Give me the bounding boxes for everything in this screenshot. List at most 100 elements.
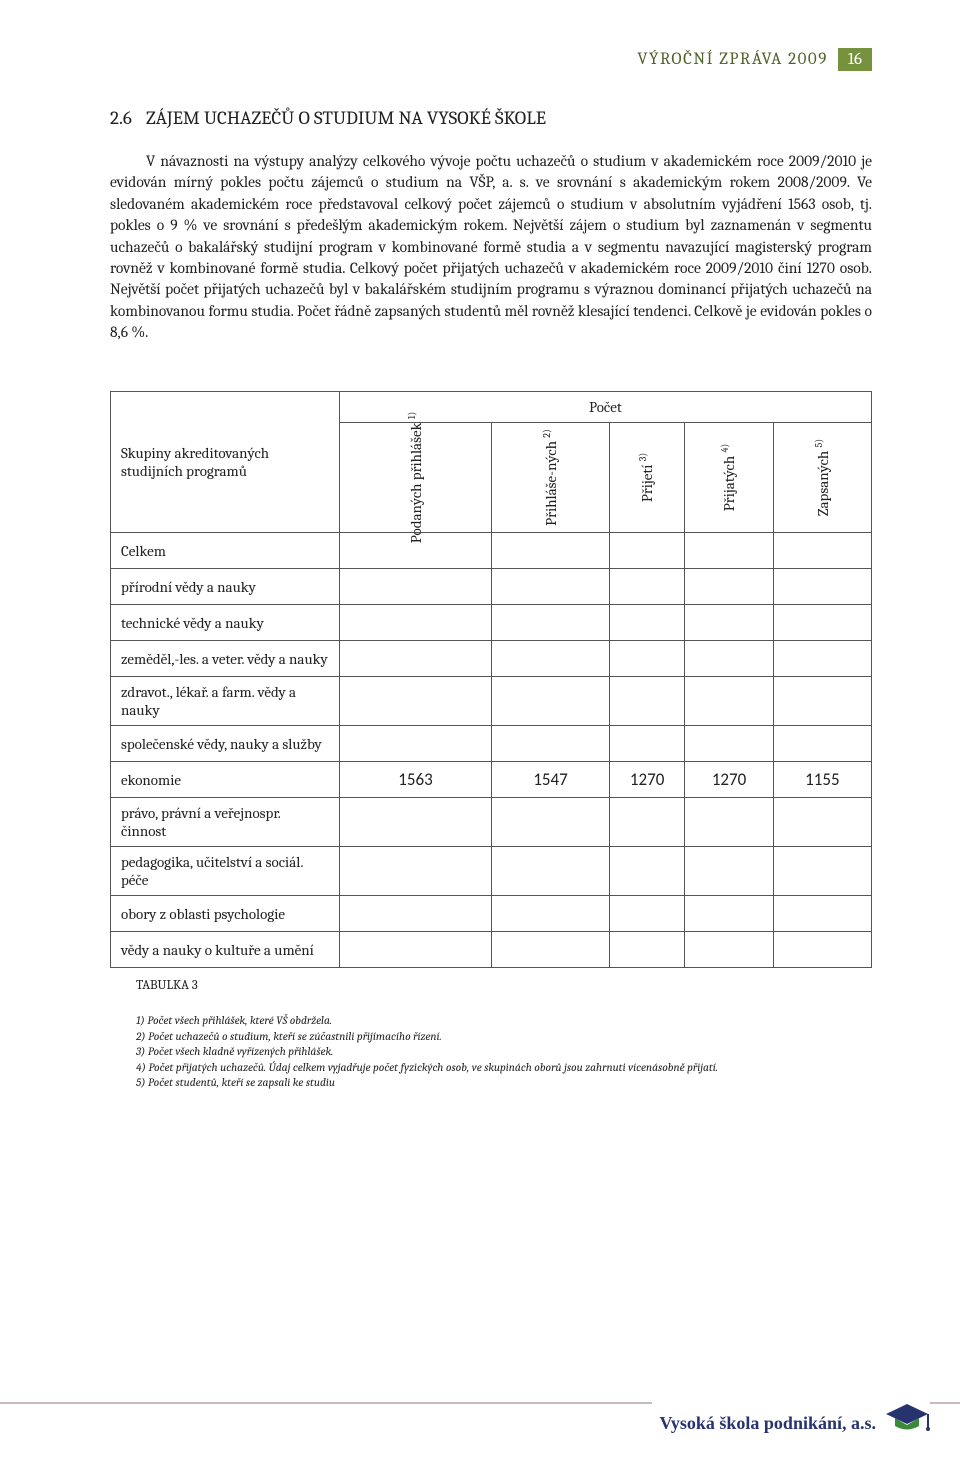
- cell-value: [339, 726, 491, 762]
- table-caption: TABULKA 3: [110, 978, 872, 993]
- table-row: ekonomie15631547127012701155: [111, 762, 872, 798]
- cell-value: 1547: [492, 762, 610, 798]
- cell-value: [685, 533, 773, 569]
- cell-value: [685, 847, 773, 896]
- table-row: společenské vědy, nauky a služby: [111, 726, 872, 762]
- cell-value: [685, 605, 773, 641]
- running-head: VÝROČNÍ ZPRÁVA 2009 16: [110, 48, 872, 71]
- cell-value: [773, 798, 871, 847]
- cell-value: [492, 798, 610, 847]
- cell-value: [609, 847, 684, 896]
- graduation-cap-icon: [884, 1402, 930, 1434]
- footnote-line: 2) Počet uchazečů o studium, kteří se zú…: [136, 1029, 872, 1045]
- cell-value: 1563: [339, 762, 491, 798]
- table-row: Celkem: [111, 533, 872, 569]
- cell-value: [609, 798, 684, 847]
- cell-value: [339, 896, 491, 932]
- table-row: obory z oblasti psychologie: [111, 896, 872, 932]
- row-label: Celkem: [111, 533, 340, 569]
- cell-value: [492, 569, 610, 605]
- page-number-box: 16: [838, 48, 872, 71]
- cell-value: [773, 569, 871, 605]
- cell-value: [492, 847, 610, 896]
- cell-value: [685, 641, 773, 677]
- column-header-sup: 3): [638, 453, 650, 461]
- footnote-line: 1) Počet všech přihlášek, které VŠ obdrž…: [136, 1013, 872, 1029]
- cell-value: [609, 932, 684, 968]
- row-label: technické vědy a nauky: [111, 605, 340, 641]
- groups-header: Skupiny akreditovaných studijních progra…: [111, 392, 340, 533]
- cell-value: [339, 798, 491, 847]
- cell-value: [492, 677, 610, 726]
- section-heading: 2.6 ZÁJEM UCHAZEČŮ O STUDIUM NA VYSOKÉ Š…: [110, 107, 872, 129]
- running-head-title: VÝROČNÍ ZPRÁVA 2009: [637, 50, 828, 69]
- cell-value: [773, 847, 871, 896]
- cell-value: [773, 533, 871, 569]
- cell-value: [609, 533, 684, 569]
- row-label: zeměděl,-les. a veter. vědy a nauky: [111, 641, 340, 677]
- cell-value: [339, 677, 491, 726]
- cell-value: [685, 896, 773, 932]
- column-header: Přijetí 3): [609, 423, 684, 533]
- page-footer: Vysoká škola podnikání, a.s.: [0, 1374, 960, 1434]
- row-label: obory z oblasti psychologie: [111, 896, 340, 932]
- cell-value: [685, 798, 773, 847]
- cell-value: [339, 847, 491, 896]
- cell-value: [685, 677, 773, 726]
- row-label: právo, právní a veřejnospr. činnost: [111, 798, 340, 847]
- footer-logo: Vysoká škola podnikání, a.s.: [652, 1402, 930, 1434]
- table-row: vědy a nauky o kultuře a umění: [111, 932, 872, 968]
- column-header-label: Zapsaných: [814, 448, 832, 517]
- footnote-line: 4) Počet přijatých uchazečů. Údaj celkem…: [136, 1060, 872, 1076]
- cell-value: [685, 569, 773, 605]
- cell-value: [339, 569, 491, 605]
- cell-value: [773, 677, 871, 726]
- row-label: vědy a nauky o kultuře a umění: [111, 932, 340, 968]
- cell-value: [339, 932, 491, 968]
- section-title: ZÁJEM UCHAZEČŮ O STUDIUM NA VYSOKÉ ŠKOLE: [146, 107, 546, 129]
- cell-value: [773, 896, 871, 932]
- row-label: pedagogika, učitelství a sociál. péče: [111, 847, 340, 896]
- cell-value: [492, 641, 610, 677]
- cell-value: 1155: [773, 762, 871, 798]
- column-header: Zapsaných 5): [773, 423, 871, 533]
- footer-brand: Vysoká škola podnikání, a.s.: [660, 1413, 876, 1434]
- cell-value: [609, 641, 684, 677]
- cell-value: [609, 726, 684, 762]
- cell-value: [609, 677, 684, 726]
- cell-value: [339, 641, 491, 677]
- column-header-label: Přijatých: [721, 453, 739, 512]
- row-label: přírodní vědy a nauky: [111, 569, 340, 605]
- column-header: Přijatých 4): [685, 423, 773, 533]
- cell-value: 1270: [609, 762, 684, 798]
- table-row: přírodní vědy a nauky: [111, 569, 872, 605]
- column-header: Podaných přihlášek 1): [339, 423, 491, 533]
- cell-value: 1270: [685, 762, 773, 798]
- footnote-line: 3) Počet všech kladně vyřízených přihláš…: [136, 1044, 872, 1060]
- cell-value: [609, 569, 684, 605]
- table-row: právo, právní a veřejnospr. činnost: [111, 798, 872, 847]
- row-label: zdravot., lékař. a farm. vědy a nauky: [111, 677, 340, 726]
- column-header-sup: 4): [720, 444, 732, 453]
- column-header-sup: 2): [541, 430, 553, 439]
- cell-value: [773, 641, 871, 677]
- body-paragraph: V návaznosti na výstupy analýzy celkovéh…: [110, 151, 872, 343]
- applicants-table: Skupiny akreditovaných studijních progra…: [110, 391, 872, 968]
- column-header-sup: 1): [406, 412, 418, 419]
- cell-value: [685, 932, 773, 968]
- row-label: společenské vědy, nauky a služby: [111, 726, 340, 762]
- table-row: technické vědy a nauky: [111, 605, 872, 641]
- row-label: ekonomie: [111, 762, 340, 798]
- column-header-label: Přijetí: [639, 462, 657, 503]
- cell-value: [492, 605, 610, 641]
- cell-value: [773, 932, 871, 968]
- cell-value: [773, 726, 871, 762]
- column-header: Přihláše-ných 2): [492, 423, 610, 533]
- column-header-label: Podaných přihlášek: [407, 420, 425, 544]
- footnotes: 1) Počet všech přihlášek, které VŠ obdrž…: [110, 1013, 872, 1091]
- column-header-label: Přihláše-ných: [542, 438, 560, 526]
- cell-value: [339, 605, 491, 641]
- cell-value: [609, 896, 684, 932]
- cell-value: [609, 605, 684, 641]
- footnote-line: 5) Počet studentů, kteří se zapsali ke s…: [136, 1075, 872, 1091]
